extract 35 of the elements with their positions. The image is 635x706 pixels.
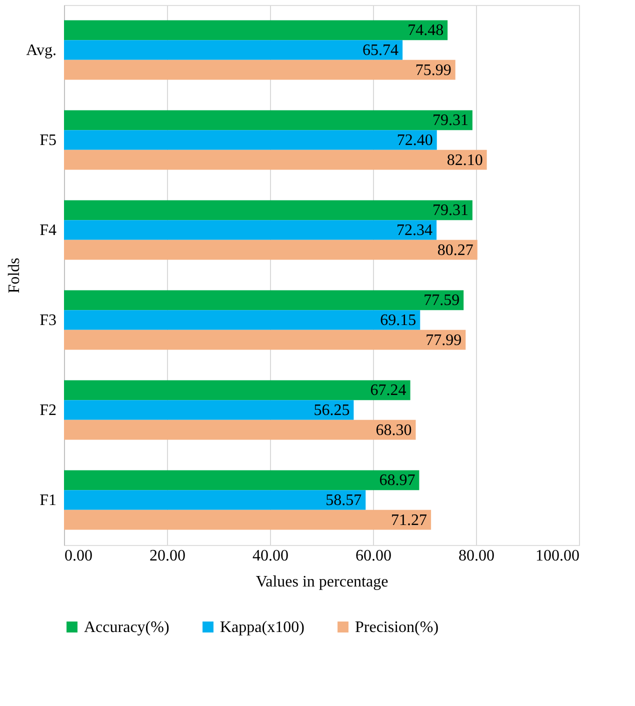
data-label: 82.10 bbox=[446, 152, 483, 169]
x-tick-label: 60.00 bbox=[356, 548, 392, 564]
y-tick-label: F1 bbox=[40, 492, 56, 509]
x-tick-label: 80.00 bbox=[458, 548, 494, 564]
data-label: 79.31 bbox=[432, 202, 468, 220]
y-tick-label: F3 bbox=[40, 312, 56, 329]
data-label: 65.74 bbox=[362, 42, 399, 59]
x-tick-label: 40.00 bbox=[252, 548, 288, 564]
data-label: 72.34 bbox=[396, 222, 433, 239]
x-tick-label: 20.00 bbox=[150, 548, 186, 564]
data-label: 72.40 bbox=[396, 132, 433, 149]
data-label: 67.24 bbox=[370, 382, 406, 400]
data-label: 74.48 bbox=[408, 22, 444, 40]
legend-label: Kappa(x100) bbox=[220, 619, 304, 636]
data-label: 75.99 bbox=[415, 62, 452, 79]
y-tick-label: F4 bbox=[40, 222, 56, 239]
data-label: 68.30 bbox=[376, 422, 412, 439]
x-tick-label: 0.00 bbox=[64, 548, 92, 564]
y-tick-label: F5 bbox=[40, 132, 56, 149]
y-tick-label: F2 bbox=[40, 402, 56, 419]
y-axis-title: Folds bbox=[6, 258, 24, 294]
legend-label: Precision(%) bbox=[355, 619, 439, 636]
data-label: 79.31 bbox=[432, 112, 468, 130]
y-tick-label: Avg. bbox=[26, 42, 56, 59]
data-label: 77.59 bbox=[424, 292, 460, 310]
data-label: 68.97 bbox=[379, 472, 416, 490]
data-label: 80.27 bbox=[437, 242, 474, 259]
legend-label: Accuracy(%) bbox=[84, 619, 170, 636]
data-label: 58.57 bbox=[326, 492, 362, 509]
data-label: 77.99 bbox=[426, 332, 462, 349]
data-label: 71.27 bbox=[391, 512, 428, 529]
data-label: 69.15 bbox=[380, 312, 416, 329]
data-label: 56.25 bbox=[314, 402, 350, 419]
x-tick-label: 100.00 bbox=[536, 548, 580, 564]
x-axis-title: Values in percentage bbox=[256, 574, 388, 590]
